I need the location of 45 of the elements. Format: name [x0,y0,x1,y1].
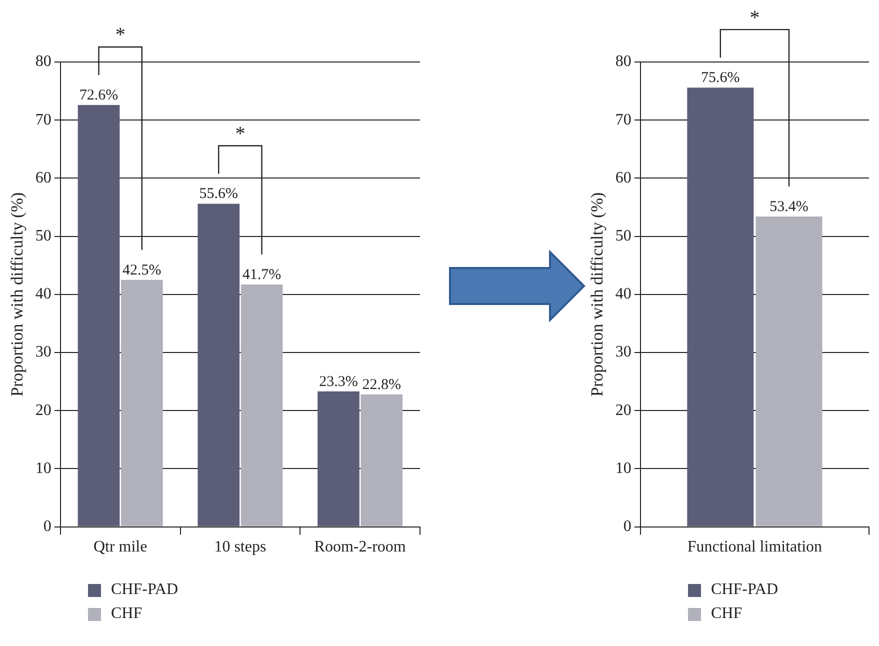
legend-label: CHF [711,605,742,623]
y-tick-label: 0 [43,518,52,536]
bar [120,280,163,526]
y-tick-label: 80 [35,53,52,70]
data-label: 72.6% [79,87,118,104]
x-tick-label: 10 steps [214,538,266,556]
annotation: * [235,123,246,146]
data-label: 22.8% [362,376,402,393]
data-label: 41.7% [242,266,282,283]
y-tick-label: 30 [615,344,632,361]
x-tick-label: Room-2-room [314,538,406,556]
x-tick-label: Functional limitation [687,538,822,556]
text: * [115,24,126,46]
y-tick-label: 50 [35,228,52,245]
y-tick-label: 20 [35,402,52,419]
y-axis-title: Proportion with difficulty (%) [8,192,27,396]
bar [198,204,240,526]
y-tick-label: 70 [35,111,52,128]
y-tick-label: 0 [623,518,632,536]
y-tick-label: 80 [615,53,632,70]
data-label: 23.3% [319,374,358,390]
y-tick-label: 30 [35,344,52,361]
y-axis-title: Proportion with difficulty (%) [588,192,607,396]
bar [360,394,403,526]
legend-label: CHF [111,605,142,623]
y-tick-label: 60 [615,169,632,186]
y-tick-label: 60 [35,169,52,186]
y-tick-label: 10 [35,460,52,477]
y-tick-label: 20 [615,402,632,419]
y-tick-label: 70 [615,111,632,128]
y-tick-label: 40 [35,286,52,303]
x-tick-label: Qtr mile [93,538,148,556]
data-label: 42.5% [122,262,162,278]
bar [78,104,120,526]
y-tick-label: 40 [615,286,632,303]
legend-label: CHF-PAD [711,581,778,599]
data-label: 53.4% [770,198,808,215]
y-tick-label: 10 [615,460,632,477]
data-label: 55.6% [199,186,238,202]
text: * [750,6,760,29]
y-tick-label: 50 [615,228,632,245]
legend-label: CHF-PAD [111,581,178,599]
bar [240,284,283,526]
bar [318,391,360,526]
data-label: 75.6% [701,70,740,86]
